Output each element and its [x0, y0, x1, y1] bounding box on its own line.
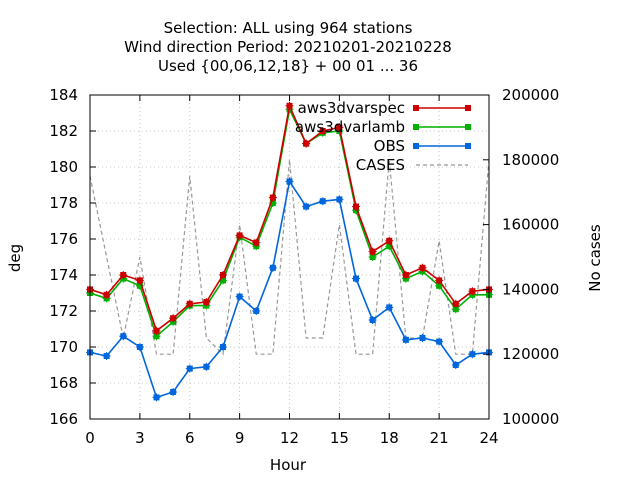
y-tick-label: 178	[49, 194, 78, 212]
legend-swatch-marker	[465, 143, 471, 149]
legend-entry-aws3dvarspec: aws3dvarspec	[298, 99, 471, 117]
legend-entry-obs: OBS	[374, 137, 471, 155]
y2-tick-label: 160000	[502, 216, 559, 234]
legend-label: aws3dvarlamb	[295, 118, 405, 136]
x-tick-label: 9	[235, 429, 245, 447]
y2-tick-label: 200000	[502, 86, 559, 104]
chart-title-line-2: Wind direction Period: 20210201-20210228	[124, 38, 452, 56]
series-aws3dvarspec	[86, 101, 493, 335]
y-tick-label: 180	[49, 158, 78, 176]
legend-label: CASES	[356, 156, 405, 174]
y2-axis-label: No cases	[586, 224, 604, 292]
y2-tick-label: 120000	[502, 345, 559, 363]
y-tick-label: 166	[49, 410, 78, 428]
legend-swatch-marker	[413, 124, 419, 130]
legend-swatch-marker	[465, 105, 471, 111]
y-tick-label: 184	[49, 86, 78, 104]
y-tick-label: 174	[49, 266, 78, 284]
legend-swatch-marker	[413, 143, 419, 149]
x-tick-label: 12	[280, 429, 299, 447]
x-tick-label: 15	[330, 429, 349, 447]
legend-entry-cases: CASES	[356, 156, 468, 174]
x-tick-label: 3	[135, 429, 145, 447]
y-tick-label: 176	[49, 230, 78, 248]
y-tick-label: 182	[49, 122, 78, 140]
x-tick-label: 21	[430, 429, 449, 447]
series-obs	[86, 177, 493, 402]
x-tick-label: 24	[479, 429, 498, 447]
series-cases	[89, 159, 490, 356]
x-tick-label: 6	[185, 429, 195, 447]
legend-entry-aws3dvarlamb: aws3dvarlamb	[295, 118, 471, 136]
y2-axis: 100000 120000 140000 160000 180000 200000	[483, 86, 559, 428]
x-axis-label: Hour	[270, 456, 307, 474]
legend-label: aws3dvarspec	[298, 99, 405, 117]
legend-swatch-marker	[413, 105, 419, 111]
y-tick-label: 170	[49, 338, 78, 356]
x-tick-label: 0	[85, 429, 95, 447]
legend-swatch-marker	[465, 124, 471, 130]
chart-title: Selection: ALL using 964 stations Wind d…	[124, 19, 452, 75]
legend-label: OBS	[374, 137, 405, 155]
y-axis-label: deg	[6, 244, 24, 272]
y2-tick-label: 140000	[502, 280, 559, 298]
x-tick-label: 18	[380, 429, 399, 447]
series-line-cases	[89, 159, 490, 356]
y-axis: 166 168 170 172 174 176 178 180 182 184	[49, 86, 96, 428]
x-axis: 0 3 6 9 12 15 18 21 24	[85, 95, 499, 447]
chart-title-line-3: Used {00,06,12,18} + 00 01 ... 36	[158, 57, 418, 75]
y2-tick-label: 180000	[502, 151, 559, 169]
y-tick-label: 168	[49, 374, 78, 392]
y-tick-label: 172	[49, 302, 78, 320]
chart-title-line-1: Selection: ALL using 964 stations	[164, 19, 413, 37]
y2-tick-label: 100000	[502, 410, 559, 428]
